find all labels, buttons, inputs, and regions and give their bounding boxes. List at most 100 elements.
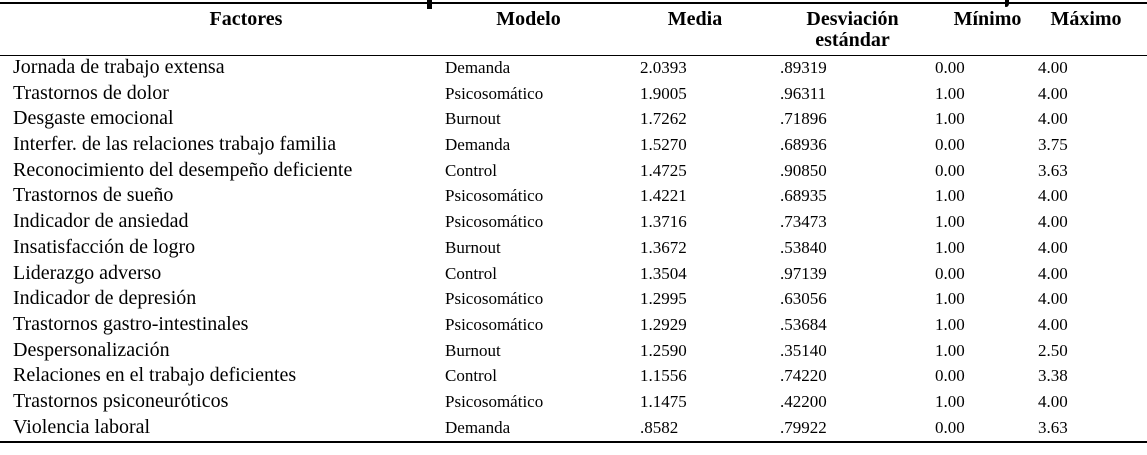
column-header-factores: Factores <box>0 3 432 56</box>
cell-desviacion: .53684 <box>780 314 827 334</box>
cell-maximo: 4.00 <box>1038 237 1068 257</box>
cell-media: 1.7262 <box>640 109 687 129</box>
cell-factor: Despersonalización <box>13 338 170 361</box>
cell-minimo: 1.00 <box>935 340 965 360</box>
cell-media: 2.0393 <box>640 58 687 77</box>
cell-desviacion: .79922 <box>780 417 827 437</box>
cell-minimo: 0.00 <box>935 160 965 180</box>
table-row: Relaciones en el trabajo deficientes Con… <box>0 364 1147 390</box>
table-row: Indicador de depresión Psicosomático 1.2… <box>0 287 1147 313</box>
cell-factor: Jornada de trabajo extensa <box>13 56 225 78</box>
cell-minimo: 1.00 <box>935 83 965 103</box>
table-row: Liderazgo adverso Control 1.3504 .97139 … <box>0 262 1147 288</box>
cell-maximo: 4.00 <box>1038 391 1068 411</box>
cell-minimo: 0.00 <box>935 58 965 77</box>
cell-factor: Interfer. de las relaciones trabajo fami… <box>13 133 337 156</box>
cell-desviacion: .35140 <box>780 340 827 360</box>
cell-modelo: Demanda <box>445 58 511 77</box>
cell-factor: Trastornos psiconeuróticos <box>13 389 229 412</box>
cell-desviacion: .42200 <box>780 391 827 411</box>
table-row: Insatisfacción de logro Burnout 1.3672 .… <box>0 236 1147 262</box>
cell-modelo: Control <box>445 263 497 283</box>
cell-desviacion: .90850 <box>780 160 827 180</box>
cell-factor: Relaciones en el trabajo deficientes <box>13 364 297 387</box>
cell-minimo: 0.00 <box>935 417 965 437</box>
cell-media: 1.2929 <box>640 314 687 334</box>
cell-maximo: 4.00 <box>1038 289 1068 309</box>
cell-modelo: Demanda <box>445 417 511 437</box>
cell-minimo: 1.00 <box>935 391 965 411</box>
cell-desviacion: .74220 <box>780 366 827 386</box>
cell-factor: Indicador de depresión <box>13 287 197 310</box>
cell-maximo: 4.00 <box>1038 83 1068 103</box>
cell-media: 1.3716 <box>640 212 687 232</box>
table-row: Interfer. de las relaciones trabajo fami… <box>0 133 1147 159</box>
cell-modelo: Control <box>445 366 497 386</box>
cell-factor: Trastornos gastro-intestinales <box>13 312 249 335</box>
column-header-desviacion: Desviación estándar <box>765 3 922 56</box>
table-row: Violencia laboral Demanda .8582 .79922 0… <box>0 416 1147 443</box>
cell-media: 1.9005 <box>640 83 687 103</box>
cell-desviacion: .68936 <box>780 135 827 155</box>
cell-minimo: 0.00 <box>935 366 965 386</box>
cell-media: .8582 <box>640 417 679 437</box>
cell-maximo: 3.38 <box>1038 366 1068 386</box>
cell-desviacion: .53840 <box>780 237 827 257</box>
table-body: Jornada de trabajo extensa Demanda 2.039… <box>0 56 1147 443</box>
cell-modelo: Psicosomático <box>445 314 544 334</box>
cell-factor: Trastornos de dolor <box>13 81 169 104</box>
cell-media: 1.2590 <box>640 340 687 360</box>
descriptive-statistics-table: Factores Modelo Media Desviación estánda… <box>0 2 1147 444</box>
cell-factor: Trastornos de sueño <box>13 184 174 207</box>
cell-minimo: 1.00 <box>935 109 965 129</box>
cell-modelo: Demanda <box>445 135 511 155</box>
cell-minimo: 1.00 <box>935 186 965 206</box>
cell-modelo: Burnout <box>445 237 501 257</box>
cell-media: 1.3672 <box>640 237 687 257</box>
cell-modelo: Burnout <box>445 340 501 360</box>
table-row: Desgaste emocional Burnout 1.7262 .71896… <box>0 107 1147 133</box>
cell-desviacion: .63056 <box>780 289 827 309</box>
cell-factor: Indicador de ansiedad <box>13 210 189 233</box>
cell-modelo: Burnout <box>445 109 501 129</box>
cell-maximo: 4.00 <box>1038 109 1068 129</box>
cell-minimo: 1.00 <box>935 212 965 232</box>
cell-maximo: 3.63 <box>1038 160 1068 180</box>
table-row: Trastornos de sueño Psicosomático 1.4221… <box>0 184 1147 210</box>
cell-minimo: 1.00 <box>935 237 965 257</box>
table-row: Reconocimiento del desempeño deficiente … <box>0 159 1147 185</box>
cell-maximo: 4.00 <box>1038 58 1068 77</box>
table-header: Factores Modelo Media Desviación estánda… <box>0 3 1147 56</box>
cell-media: 1.1556 <box>640 366 687 386</box>
cell-desviacion: .89319 <box>780 58 827 77</box>
table-row: Trastornos gastro-intestinales Psicosomá… <box>0 313 1147 339</box>
column-header-media: Media <box>625 3 765 56</box>
cell-modelo: Control <box>445 160 497 180</box>
header-row: Factores Modelo Media Desviación estánda… <box>0 3 1147 56</box>
cell-media: 1.4725 <box>640 160 687 180</box>
table-row: Despersonalización Burnout 1.2590 .35140… <box>0 339 1147 365</box>
cell-factor: Reconocimiento del desempeño deficiente <box>13 158 353 181</box>
cell-modelo: Psicosomático <box>445 391 544 411</box>
cell-maximo: 4.00 <box>1038 186 1068 206</box>
cell-maximo: 3.75 <box>1038 135 1068 155</box>
cell-desviacion: .73473 <box>780 212 827 232</box>
table-row: Indicador de ansiedad Psicosomático 1.37… <box>0 210 1147 236</box>
cell-media: 1.3504 <box>640 263 687 283</box>
cell-modelo: Psicosomático <box>445 186 544 206</box>
cell-media: 1.4221 <box>640 186 687 206</box>
cell-desviacion: .96311 <box>780 83 827 103</box>
cell-maximo: 3.63 <box>1038 417 1068 437</box>
cell-factor: Violencia laboral <box>13 415 151 438</box>
cell-desviacion: .71896 <box>780 109 827 129</box>
cell-maximo: 4.00 <box>1038 314 1068 334</box>
table-row: Trastornos psiconeuróticos Psicosomático… <box>0 390 1147 416</box>
cell-factor: Desgaste emocional <box>13 107 174 130</box>
cell-factor: Liderazgo adverso <box>13 261 162 284</box>
cell-minimo: 1.00 <box>935 289 965 309</box>
cell-desviacion: .97139 <box>780 263 827 283</box>
cell-maximo: 2.50 <box>1038 340 1068 360</box>
cell-desviacion: .68935 <box>780 186 827 206</box>
cell-modelo: Psicosomático <box>445 212 544 232</box>
column-header-minimo: Mínimo <box>922 3 1025 56</box>
